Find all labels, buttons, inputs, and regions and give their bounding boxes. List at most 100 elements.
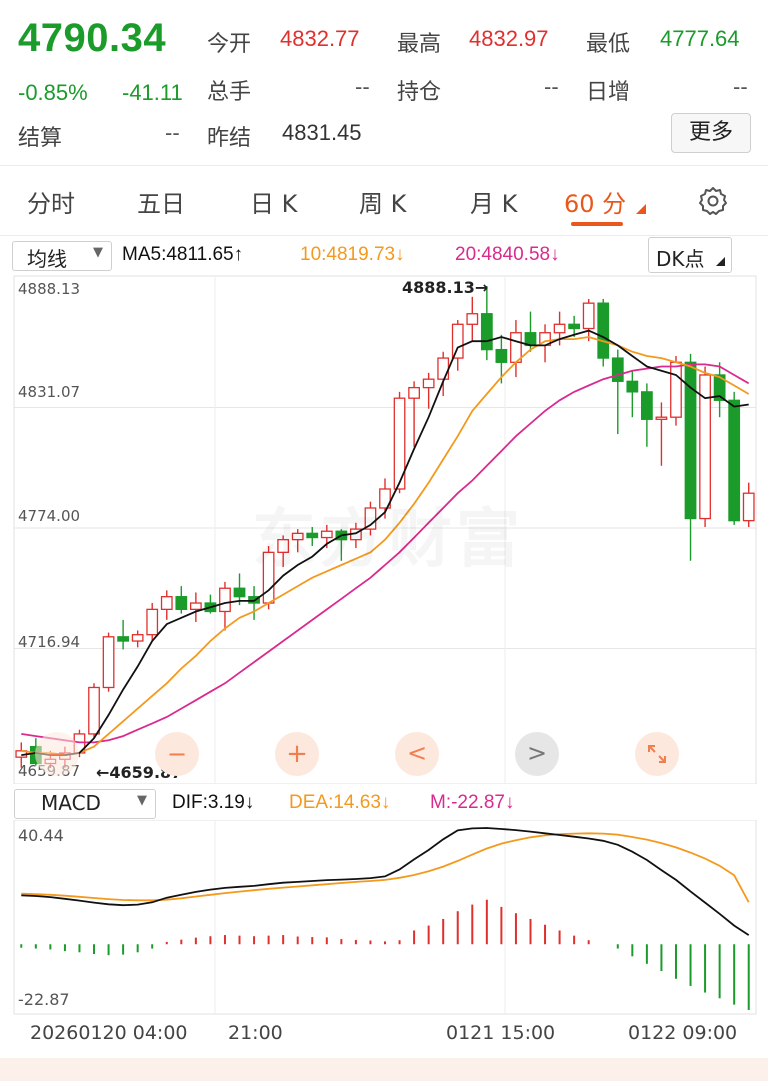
tab-monthly-k[interactable]: 月 K [470,190,518,218]
dea-value: DEA:14.63↓ [289,792,391,813]
ma20-arrow: ↓ [550,244,560,265]
minus-icon: − [166,740,188,768]
candle [102,632,115,692]
watermark-logo: 东方财富 [252,488,524,580]
candle [626,370,639,418]
low-value: 4777.64 [660,26,740,51]
more-button[interactable]: 更多 [671,113,751,153]
period-high-marker: 4888.13→ [402,278,489,297]
candle-body [189,602,202,611]
open-value: 4832.77 [280,26,360,51]
candle-body [451,323,464,359]
corner-triangle-icon [716,257,725,266]
candle-body [437,357,450,380]
candle [510,320,522,378]
candle [306,527,319,547]
daily-increase-value: -- [733,74,748,99]
candle [88,683,100,739]
candle-body [699,374,711,520]
scroll-left-button[interactable]: < [395,732,439,776]
tab-dropdown-triangle-icon [636,204,646,214]
sub-indicator-select[interactable]: MACD ▼ [14,789,156,819]
candle [175,586,188,614]
candle-body [117,636,130,642]
candle-body [670,361,682,418]
candle-body [364,507,377,530]
macd-chart[interactable] [0,820,768,1016]
dif-line [21,827,750,936]
candle [146,603,159,642]
tab-60-min[interactable]: 60 分 [564,190,627,218]
ma5-arrow: ↑ [233,244,244,265]
divider [0,235,768,236]
indicator-select[interactable]: 均线 ▼ [12,241,112,271]
daily-increase-label: 日增 [586,80,631,105]
dif-arrow: ↓ [244,792,255,813]
candle-body [175,596,188,611]
zoom-out-button[interactable]: − [35,732,79,776]
open-interest-label: 持仓 [397,80,442,105]
candle-body [277,539,290,553]
change-value: -41.11 [122,80,183,105]
m-arrow: ↓ [504,792,515,813]
candle-body [742,492,755,522]
candle-body [88,686,100,735]
candle [480,286,493,361]
minus-icon: − [46,740,68,768]
candle [422,372,435,409]
dea-arrow: ↓ [380,792,391,813]
tab-intraday[interactable]: 分时 [27,190,75,218]
candle-body [393,397,406,490]
zoom-out-button[interactable]: − [155,732,199,776]
dif-value: DIF:3.19↓ [172,792,255,813]
dk-point-label: DK点 [656,247,705,271]
ma20-value: 20:4840.58↓ [455,244,560,265]
candle [742,482,755,527]
zoom-in-button[interactable]: + [275,732,319,776]
candle-body [102,636,115,689]
candle [117,619,130,650]
candle [597,298,610,367]
divider [0,165,768,166]
time-axis-label: 20260120 04:00 [30,1022,188,1044]
candle-body [233,587,246,598]
candle [611,349,624,435]
candle-body [466,313,479,325]
chevron-left-icon: < [406,739,428,767]
candle-body [160,596,173,611]
settings-gear-icon[interactable] [697,185,729,217]
candle-body [146,608,159,636]
candle-body [684,361,697,520]
candle [189,592,202,623]
candle-body [582,302,595,330]
sub-indicator-select-value: MACD [41,791,101,815]
open-label: 今开 [207,32,252,57]
tab-daily-k[interactable]: 日 K [250,190,298,218]
candle [233,573,246,606]
fullscreen-button[interactable] [635,732,679,776]
ma10-line [21,336,750,757]
candle [364,501,377,536]
chevron-down-icon: ▼ [93,245,103,260]
candle-body [422,378,435,389]
tab-weekly-k[interactable]: 周 K [359,190,407,218]
candle-body [131,634,144,642]
chevron-right-icon: > [526,739,548,767]
candle-body [495,348,508,363]
candle [204,594,217,614]
candle [451,320,464,371]
tab-five-day[interactable]: 五日 [137,190,185,218]
candle [160,590,173,620]
candle [699,366,711,527]
candle [277,535,290,568]
price-axis-label: 4831.07 [18,383,81,401]
candle-body [379,488,391,509]
volume-value: -- [355,74,370,99]
ma10-value: 10:4819.73↓ [300,244,405,265]
bottom-bar [0,1058,768,1081]
dk-point-button[interactable]: DK点 [648,237,732,273]
candle-body [626,380,639,393]
candle-body [408,386,420,399]
scroll-right-button[interactable]: > [515,732,559,776]
candle [248,586,260,620]
